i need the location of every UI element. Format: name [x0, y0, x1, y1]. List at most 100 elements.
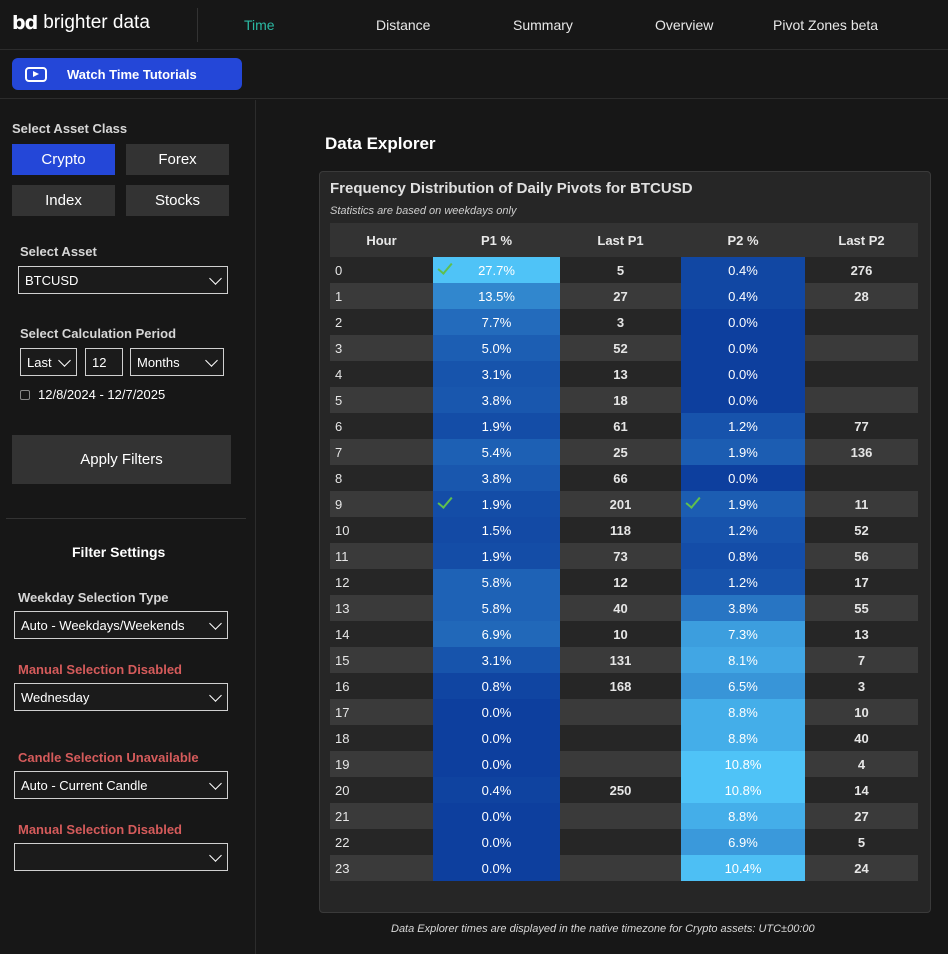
weekday-type-value: Auto - Weekdays/Weekends	[21, 617, 185, 633]
last-p1-cell: 25	[560, 439, 681, 465]
table-row[interactable]: 4 3.1% 13 0.0%	[330, 361, 918, 387]
last-p1-cell-value: 201	[609, 496, 632, 512]
nav-tab-summary[interactable]: Summary	[513, 17, 573, 33]
last-p1-cell-value: 73	[613, 548, 628, 564]
nav-tab-time[interactable]: Time	[244, 17, 275, 33]
watch-tutorials-button[interactable]: Watch Time Tutorials	[12, 58, 242, 90]
table-row[interactable]: 1 13.5% 27 0.4% 28	[330, 283, 918, 309]
sidebar-divider	[6, 518, 246, 519]
col-header-last-p1[interactable]: Last P1	[560, 223, 681, 257]
hour-cell: 4	[330, 361, 433, 387]
table-row[interactable]: 13 5.8% 40 3.8% 55	[330, 595, 918, 621]
last-p1-cell: 52	[560, 335, 681, 361]
last-p2-cell-value: 13	[854, 626, 869, 642]
p2-pct-cell: 8.8%	[681, 725, 805, 751]
table-row[interactable]: 11 1.9% 73 0.8% 56	[330, 543, 918, 569]
p1-pct-cell-value: 1.5%	[481, 522, 512, 538]
table-row[interactable]: 7 5.4% 25 1.9% 136	[330, 439, 918, 465]
last-p1-cell-value: 118	[610, 522, 631, 538]
table-row[interactable]: 5 3.8% 18 0.0%	[330, 387, 918, 413]
col-header-last-p2[interactable]: Last P2	[805, 223, 918, 257]
p2-pct-cell-value: 6.5%	[728, 678, 758, 694]
table-row[interactable]: 9 1.9% 201 1.9% 11	[330, 491, 918, 517]
asset-class-index[interactable]: Index	[12, 185, 115, 216]
p2-pct-cell: 6.5%	[681, 673, 805, 699]
hour-cell: 12	[330, 569, 433, 595]
last-p2-cell: 4	[805, 751, 918, 777]
table-row[interactable]: 20 0.4% 250 10.8% 14	[330, 777, 918, 803]
hour-cell: 1	[330, 283, 433, 309]
weekday-type-select[interactable]: Auto - Weekdays/Weekends	[14, 611, 228, 639]
period-label: Select Calculation Period	[20, 326, 177, 341]
asset-class-crypto[interactable]: Crypto	[12, 144, 115, 175]
nav-tab-distance[interactable]: Distance	[376, 17, 431, 33]
hour-cell-value: 10	[335, 522, 350, 538]
last-p1-cell-value: 168	[609, 678, 632, 694]
last-p1-cell: 118	[560, 517, 681, 543]
asset-class-stocks[interactable]: Stocks	[126, 185, 229, 216]
candle-select[interactable]: Auto - Current Candle	[14, 771, 228, 799]
p2-pct-cell: 10.8%	[681, 777, 805, 803]
table-row[interactable]: 12 5.8% 12 1.2% 17	[330, 569, 918, 595]
asset-class-forex[interactable]: Forex	[126, 144, 229, 175]
table-row[interactable]: 2 7.7% 3 0.0%	[330, 309, 918, 335]
last-p1-cell: 168	[560, 673, 681, 699]
col-header-p2-pct[interactable]: P2 %	[681, 223, 805, 257]
p2-pct-cell-value: 8.8%	[728, 808, 758, 824]
last-p1-cell: 131	[560, 647, 681, 673]
chevron-down-icon	[209, 617, 222, 630]
table-row[interactable]: 10 1.5% 118 1.2% 52	[330, 517, 918, 543]
period-mode-select[interactable]: Last	[20, 348, 77, 376]
table-row[interactable]: 18 0.0% 8.8% 40	[330, 725, 918, 751]
period-unit-value: Months	[137, 354, 180, 370]
apply-filters-button[interactable]: Apply Filters	[12, 435, 231, 484]
asset-select[interactable]: BTCUSD	[18, 266, 228, 294]
last-p2-cell: 5	[805, 829, 918, 855]
brand-logo[interactable]: bd brighter data	[12, 12, 150, 34]
hour-cell: 3	[330, 335, 433, 361]
table-row[interactable]: 22 0.0% 6.9% 5	[330, 829, 918, 855]
p2-pct-cell-value: 0.0%	[728, 314, 758, 330]
table-row[interactable]: 17 0.0% 8.8% 10	[330, 699, 918, 725]
period-unit-select[interactable]: Months	[130, 348, 224, 376]
last-p2-cell-value: 40	[854, 730, 869, 746]
col-header-p1-pct[interactable]: P1 %	[433, 223, 560, 257]
hour-cell-value: 18	[335, 730, 350, 746]
chevron-down-icon	[209, 777, 222, 790]
table-row[interactable]: 8 3.8% 66 0.0%	[330, 465, 918, 491]
p1-pct-cell-value: 5.0%	[481, 340, 512, 356]
last-p1-cell	[560, 855, 681, 881]
hour-cell-value: 20	[335, 782, 350, 798]
p2-pct-cell: 6.9%	[681, 829, 805, 855]
manual-select-2[interactable]	[14, 843, 228, 871]
table-row[interactable]: 3 5.0% 52 0.0%	[330, 335, 918, 361]
table-row[interactable]: 21 0.0% 8.8% 27	[330, 803, 918, 829]
last-p1-cell: 250	[560, 777, 681, 803]
nav-tab-pivot-zones[interactable]: Pivot Zones beta	[773, 17, 879, 33]
hour-cell-value: 3	[335, 340, 343, 356]
p1-pct-cell: 3.1%	[433, 647, 560, 673]
hour-cell-value: 11	[335, 548, 349, 564]
hour-cell-value: 15	[335, 652, 350, 668]
table-row[interactable]: 0 27.7% 5 0.4% 276	[330, 257, 918, 283]
nav-tab-overview[interactable]: Overview	[655, 17, 714, 33]
weekday-select[interactable]: Wednesday	[14, 683, 228, 711]
p1-pct-cell-value: 1.9%	[481, 496, 512, 512]
last-p2-cell: 13	[805, 621, 918, 647]
table-row[interactable]: 6 1.9% 61 1.2% 77	[330, 413, 918, 439]
table-row[interactable]: 14 6.9% 10 7.3% 13	[330, 621, 918, 647]
table-row[interactable]: 16 0.8% 168 6.5% 3	[330, 673, 918, 699]
last-p2-cell: 28	[805, 283, 918, 309]
manual-selection-disabled-label-2: Manual Selection Disabled	[18, 822, 182, 837]
hour-cell: 23	[330, 855, 433, 881]
hour-cell-value: 13	[335, 600, 350, 616]
table-row[interactable]: 15 3.1% 131 8.1% 7	[330, 647, 918, 673]
hour-cell: 16	[330, 673, 433, 699]
col-header-hour[interactable]: Hour	[330, 223, 433, 257]
period-count-input[interactable]: 12	[85, 348, 123, 376]
table-row[interactable]: 19 0.0% 10.8% 4	[330, 751, 918, 777]
last-p2-cell: 52	[805, 517, 918, 543]
table-row[interactable]: 23 0.0% 10.4% 24	[330, 855, 918, 881]
last-p2-cell: 55	[805, 595, 918, 621]
p1-pct-cell-value: 27.7%	[478, 262, 515, 278]
